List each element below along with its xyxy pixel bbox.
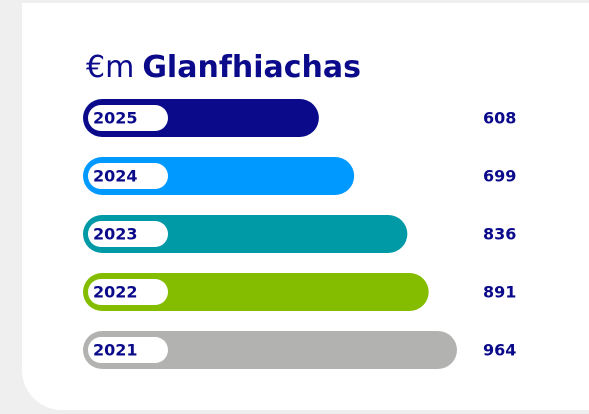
category-label: 2022: [93, 283, 138, 302]
chart-title: €m Glanfhiachas: [86, 50, 361, 85]
bar: [83, 273, 429, 311]
value-label: 699: [483, 167, 516, 186]
category-label: 2024: [93, 167, 138, 186]
category-label: 2021: [93, 341, 138, 360]
bar: [83, 331, 457, 369]
category-label: 2023: [93, 225, 138, 244]
value-label: 608: [483, 109, 516, 128]
year-pill: [88, 337, 168, 363]
year-pill: [88, 279, 168, 305]
unit: €m: [86, 50, 134, 85]
category-label: 2025: [93, 109, 138, 128]
year-pill: [88, 105, 168, 131]
year-pill: [88, 163, 168, 189]
year-pill: [88, 221, 168, 247]
title: Glanfhiachas: [142, 50, 361, 85]
value-label: 891: [483, 283, 516, 302]
value-label: 964: [483, 341, 516, 360]
value-label: 836: [483, 225, 516, 244]
bar: [83, 215, 408, 253]
